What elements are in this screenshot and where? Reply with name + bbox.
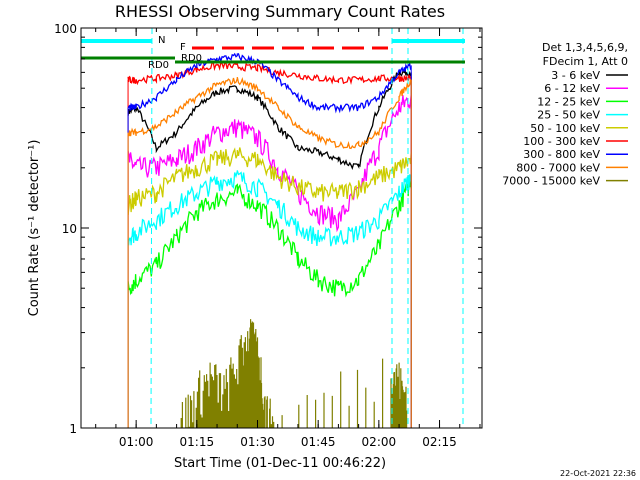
legend-label-1: 6 - 12 keV: [544, 82, 600, 95]
legend-header-2: FDecim 1, Att 0: [543, 55, 628, 68]
x-tick-label-5: 02:15: [422, 435, 457, 449]
legend-label-8: 7000 - 15000 keV: [502, 175, 600, 188]
legend-label-3: 25 - 50 keV: [537, 109, 600, 122]
flag-label-2: RD0: [181, 53, 202, 64]
legend-label-7: 800 - 7000 keV: [516, 161, 600, 174]
y-axis-label: Count Rate (s⁻¹ detector⁻¹): [27, 140, 42, 317]
flag-label-1: F: [180, 42, 186, 53]
legend-label-0: 3 - 6 keV: [551, 69, 600, 82]
x-tick-label-0: 01:00: [119, 435, 154, 449]
chart-title: RHESSI Observing Summary Count Rates: [115, 2, 445, 21]
series-line-5: [127, 61, 412, 86]
plot-frame: [80, 27, 483, 429]
legend-label-4: 50 - 100 keV: [530, 122, 600, 135]
timestamp-label: 22-Oct-2021 22:36: [560, 469, 636, 478]
x-tick-label-3: 01:45: [301, 435, 336, 449]
legend-label-6: 300 - 800 keV: [523, 148, 600, 161]
x-axis-label: Start Time (01-Dec-11 00:46:22): [174, 456, 386, 471]
y-tick-label-1: 10: [62, 222, 77, 236]
legend-label-2: 12 - 25 keV: [537, 95, 600, 108]
legend: Det 1,3,4,5,6,9, FDecim 1, Att 0 3 - 6 k…: [502, 41, 628, 188]
series-line-1: [127, 94, 412, 233]
series-line-7: [127, 76, 412, 150]
series-line-8: [180, 319, 408, 428]
x-tick-label-1: 01:15: [180, 435, 215, 449]
legend-header-1: Det 1,3,4,5,6,9,: [542, 41, 628, 54]
legend-label-5: 100 - 300 keV: [523, 135, 600, 148]
series-line-3: [127, 170, 412, 247]
series-line-4: [127, 147, 412, 215]
x-tick-label-2: 01:30: [240, 435, 275, 449]
series-line-2: [127, 178, 412, 298]
y-tick-label-0: 1: [69, 422, 77, 436]
series-line-0: [127, 68, 412, 170]
flag-label-3: RD0: [148, 60, 169, 71]
y-tick-label-2: 100: [54, 22, 77, 36]
night-boundary-line-0: [150, 27, 153, 429]
x-tick-label-4: 02:00: [362, 435, 397, 449]
flag-label-0: N: [158, 35, 165, 46]
series-line-6: [127, 52, 412, 114]
